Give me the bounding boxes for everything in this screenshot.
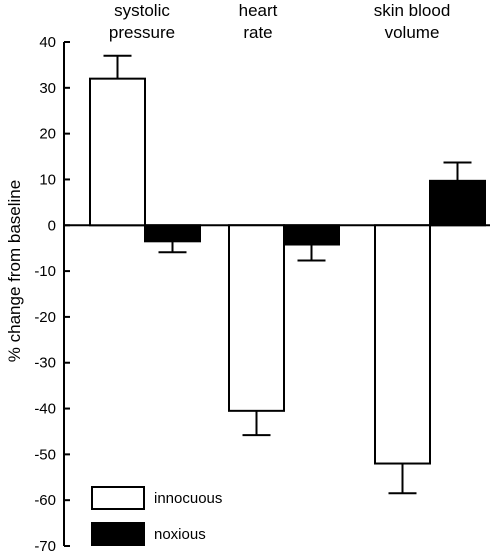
y-tick-label: 20 [39,126,56,143]
y-tick-label: -10 [34,263,56,280]
category-label-line2: pressure [109,23,175,42]
y-tick-label: 10 [39,171,56,188]
bar-innocuous-1 [228,224,285,412]
y-tick-label: 0 [48,217,56,234]
y-tick-label: -20 [34,309,56,326]
y-tick-label: -30 [34,355,56,372]
category-label-line1: heart [239,1,278,20]
bar-noxious-1 [283,224,340,246]
bar-innocuous-2 [374,224,431,465]
error-bars [103,54,472,495]
y-tick-label: -50 [34,446,56,463]
category-label-line2: volume [385,23,440,42]
bar-noxious-2 [429,179,486,227]
category-label-line2: rate [243,23,272,42]
y-tick-label: -70 [34,538,56,554]
category-label-line1: skin blood [374,1,451,20]
legend: innocuous noxious [91,486,222,546]
category-labels: systolic pressure heart rate skin blood volum… [109,1,450,42]
y-tick-label: 30 [39,80,56,97]
legend-swatch-noxious [91,522,145,546]
legend-label-noxious: noxious [154,526,206,543]
bar-noxious-0 [144,224,201,243]
y-axis-title: % change from baseline [5,180,24,362]
y-axis: 40 30 20 10 0 -10 -20 -30 -40 -50 -60 -70 [34,34,70,554]
bar-innocuous-0 [89,77,146,227]
y-tick-label: -40 [34,401,56,418]
bars [89,77,486,465]
y-tick-label: -60 [34,492,56,509]
legend-swatch-innocuous [91,486,145,510]
y-tick-label: 40 [39,34,56,51]
category-label-line1: systolic [114,1,170,20]
legend-label-innocuous: innocuous [154,490,222,507]
